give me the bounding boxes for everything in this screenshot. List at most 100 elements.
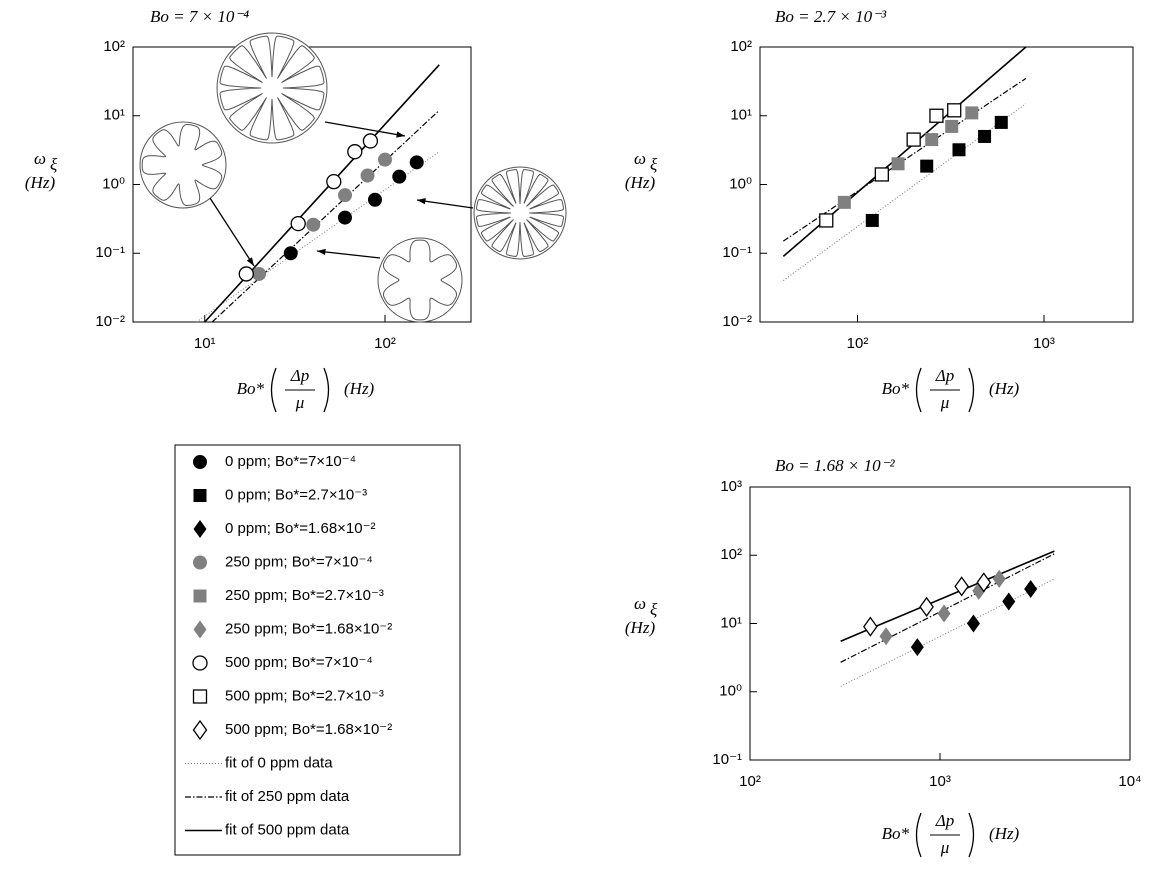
- fit-line: [840, 553, 1055, 663]
- marker: [954, 576, 969, 597]
- x-tick-label: 10⁴: [1118, 773, 1141, 790]
- x-label-paren: [270, 367, 277, 413]
- arrow: [324, 121, 406, 137]
- x-tick-label: 10²: [374, 335, 396, 352]
- legend-marker: [193, 520, 207, 538]
- y-tick-label: 10⁻¹: [95, 244, 125, 261]
- marker: [937, 604, 951, 623]
- arrow: [416, 199, 474, 209]
- marker: [360, 168, 375, 183]
- y-label-symbol: ω: [34, 149, 46, 168]
- marker: [347, 144, 363, 160]
- marker: [919, 596, 934, 618]
- marker: [1002, 592, 1016, 611]
- y-label-unit: (Hz): [625, 618, 656, 637]
- marker: [874, 167, 889, 182]
- y-tick-label: 10²: [730, 38, 752, 55]
- marker: [837, 195, 851, 209]
- legend-label: 500 ppm; Bo*=2.7×10⁻³: [225, 687, 384, 704]
- legend-label: 0 ppm; Bo*=2.7×10⁻³: [225, 486, 367, 503]
- marker: [251, 266, 266, 281]
- legend-label: 250 ppm; Bo*=1.68×10⁻²: [225, 620, 392, 637]
- marker: [910, 638, 924, 657]
- sketch-pattern: [141, 124, 223, 206]
- marker: [338, 210, 353, 225]
- y-tick-label: 10²: [103, 38, 125, 55]
- marker: [367, 192, 382, 207]
- y-label-subscript: ξ: [650, 155, 658, 174]
- marker: [377, 152, 392, 167]
- legend-marker: [193, 620, 207, 639]
- x-label-numerator: Δp: [290, 366, 309, 385]
- marker: [326, 174, 342, 190]
- arrow-head: [396, 131, 405, 138]
- x-label-denominator: μ: [940, 838, 950, 857]
- y-label-unit: (Hz): [25, 173, 56, 192]
- y-tick-label: 10⁻²: [722, 313, 752, 330]
- fit-line: [211, 109, 440, 323]
- fit-line: [840, 578, 1055, 687]
- x-tick-label: 10²: [739, 773, 761, 790]
- x-label-base: Bo*: [237, 379, 265, 398]
- marker: [945, 119, 959, 133]
- marker: [306, 217, 321, 232]
- sketch-outline: [473, 166, 567, 260]
- marker: [290, 215, 306, 232]
- axes-frame: [759, 46, 1134, 323]
- chart-title: Bo = 7 × 10⁻⁴: [150, 7, 249, 26]
- sketch-pattern: [383, 239, 457, 321]
- sketch-pattern: [219, 35, 325, 141]
- x-label-unit: (Hz): [989, 379, 1020, 398]
- x-label-paren: [968, 812, 975, 858]
- marker: [819, 213, 834, 228]
- marker: [966, 614, 980, 633]
- legend-frame: [174, 444, 461, 856]
- pattern-sketch: [473, 166, 567, 260]
- arrow-head: [317, 248, 326, 256]
- marker: [392, 169, 407, 184]
- sketch-outline: [139, 121, 227, 209]
- marker: [238, 266, 254, 282]
- pattern-sketch: [377, 237, 463, 323]
- pattern-sketch: [139, 121, 227, 209]
- legend-marker: [192, 689, 208, 704]
- arrow-head: [246, 257, 254, 266]
- y-tick-label: 10¹: [103, 107, 125, 124]
- x-label-base: Bo*: [882, 824, 910, 843]
- x-label-paren: [915, 812, 922, 858]
- legend-label: fit of 0 ppm data: [225, 754, 333, 771]
- marker: [920, 159, 934, 173]
- arrow: [209, 197, 255, 267]
- legend-marker: [192, 719, 208, 741]
- legend-label: 250 ppm; Bo*=2.7×10⁻³: [225, 587, 384, 604]
- marker: [929, 108, 944, 123]
- marker: [965, 106, 979, 120]
- legend-label: 250 ppm; Bo*=7×10⁻⁴: [225, 553, 373, 570]
- y-label-symbol: ω: [634, 594, 646, 613]
- marker: [1024, 580, 1038, 599]
- x-label-unit: (Hz): [989, 824, 1020, 843]
- legend-label: fit of 500 ppm data: [225, 821, 350, 838]
- marker: [906, 132, 921, 147]
- legend-label: fit of 250 ppm data: [225, 788, 350, 805]
- axes-frame: [749, 486, 1131, 761]
- x-tick-label: 10³: [929, 773, 951, 790]
- marker: [947, 103, 962, 118]
- legend-marker: [193, 589, 207, 603]
- y-tick-label: 10⁰: [102, 175, 125, 192]
- marker: [338, 188, 353, 203]
- x-tick-label: 10³: [1033, 335, 1055, 352]
- legend-label: 500 ppm; Bo*=7×10⁻⁴: [225, 654, 373, 671]
- marker: [994, 115, 1008, 129]
- marker: [362, 133, 379, 149]
- marker: [976, 572, 992, 593]
- marker: [865, 213, 879, 227]
- y-tick-label: 10⁻²: [95, 313, 125, 330]
- y-label-subscript: ξ: [50, 155, 58, 174]
- x-label-unit: (Hz): [344, 379, 375, 398]
- marker: [952, 143, 966, 157]
- marker: [409, 155, 424, 170]
- y-tick-label: 10⁻¹: [712, 751, 742, 768]
- legend-label: 500 ppm; Bo*=1.68×10⁻²: [225, 721, 392, 738]
